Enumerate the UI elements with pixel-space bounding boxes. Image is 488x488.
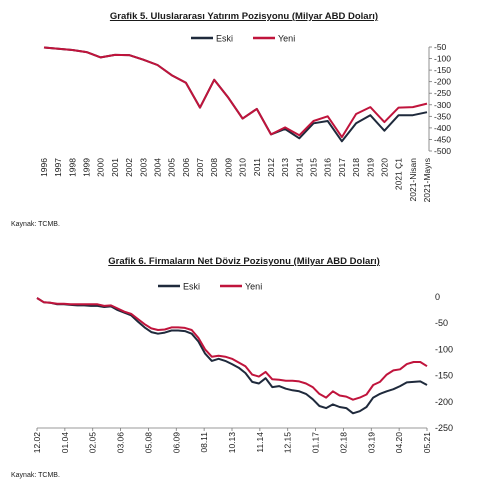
chart-6-legend-label-eski: Eski — [183, 282, 200, 292]
chart-6-series-eski — [36, 297, 428, 415]
chart-5-x-tick-label: 2013 — [280, 158, 290, 177]
chart-5-legend-label-eski: Eski — [216, 34, 233, 44]
chart-5-x-tick-label: 1998 — [67, 158, 77, 177]
chart-6-source: Kaynak: TCMB. — [11, 472, 60, 479]
chart-6-y-tick-label: 0 — [435, 292, 440, 302]
chart-5-x-tick-label: 2011 — [252, 158, 262, 177]
chart-5-x-tick-label: 2016 — [323, 158, 333, 177]
chart-6-x-tick-label: 02.05 — [88, 432, 98, 454]
chart-5-y-tick-label: -300 — [434, 100, 451, 110]
chart-6-x-tick-label: 03.06 — [116, 432, 126, 454]
chart-6-y-tick-label: -100 — [435, 344, 453, 354]
chart-5-x-tick-label: 2009 — [223, 158, 233, 177]
chart-5-x-tick-label: 1997 — [53, 158, 63, 177]
chart-6-x-tick-label: 12.15 — [283, 432, 293, 454]
chart-5-legend-label-yeni: Yeni — [278, 34, 295, 44]
chart-5-x-tick-label: 2002 — [124, 158, 134, 177]
chart-5-source: Kaynak: TCMB. — [11, 221, 60, 228]
chart-5-x-tick-label: 2005 — [167, 158, 177, 177]
chart-6-x-tick-label: 08.11 — [199, 432, 209, 453]
chart-5-x-tick-label: 2021 Ç1 — [394, 158, 404, 190]
chart-6-x-tick-label: 12.02 — [32, 432, 42, 454]
chart-5-x-tick-label: 2012 — [266, 158, 276, 177]
chart-6-x-tick-label: 04.20 — [394, 432, 404, 454]
chart-6-x-tick-label: 06.09 — [171, 432, 181, 454]
chart-5-y-tick-label: -200 — [434, 77, 451, 87]
chart-6-x-tick-label: 01.17 — [311, 432, 321, 454]
chart-6-x-tick-label: 05.08 — [143, 432, 153, 454]
chart-6-legend-label-yeni: Yeni — [245, 282, 262, 292]
chart-6-x-tick-label: 03.19 — [366, 432, 376, 454]
chart-6-x-tick-label: 11.14 — [255, 432, 265, 453]
chart-6-y-tick-label: -50 — [435, 318, 448, 328]
chart-5-x-tick-label: 2000 — [96, 158, 106, 177]
chart-5-x-tick-label: 2015 — [309, 158, 319, 177]
chart-5-title: Grafik 5. Uluslararası Yatırım Pozisyonu… — [109, 11, 379, 22]
chart-6-x-tick-label: 02.18 — [338, 432, 348, 454]
chart-5-plot: -50 -100-150 -200-250 -300-350 -400-450 -500 1… — [39, 34, 451, 203]
chart-6-series-yeni — [36, 297, 428, 401]
chart-5-x-tick-label: 2018 — [351, 158, 361, 177]
chart-5-x-tick-label: 2001 — [110, 158, 120, 177]
chart-5-x-tick-label: 2021-Nisan — [408, 158, 418, 202]
chart-5-x-tick-label: 2021-Mayıs — [422, 158, 432, 202]
chart-5-y-tick-label: -350 — [434, 111, 451, 121]
chart-6-title: Grafik 6. Firmaların Net Döviz Pozisyonu… — [108, 256, 380, 267]
chart-5-x-tick-label: 2004 — [152, 158, 162, 177]
chart-5-x-tick-label: 2017 — [337, 158, 347, 177]
chart-5-x-tick-label: 2010 — [238, 158, 248, 177]
chart-6-y-tick-label: -150 — [435, 371, 453, 381]
chart-6-x-tick-label: 10.13 — [227, 432, 237, 454]
chart-5-y-tick-label: -50 — [434, 42, 447, 52]
chart-5-x-tick-label: 2014 — [294, 158, 304, 177]
chart-5-x-tick-label: 2007 — [195, 158, 205, 177]
chart-5-y-tick-label: -150 — [434, 65, 451, 75]
chart-6-x-tick-label: 01.04 — [60, 432, 70, 454]
chart-5-x-tick-label: 1996 — [39, 158, 49, 177]
chart-5-series-yeni — [43, 46, 428, 139]
chart-5-y-tick-label: -250 — [434, 88, 451, 98]
chart-6-y-tick-label: -250 — [435, 423, 453, 433]
chart-6-y-tick-label: -200 — [435, 397, 453, 407]
chart-5-x-tick-label: 2008 — [209, 158, 219, 177]
chart-5-x-tick-label: 2019 — [365, 158, 375, 177]
chart-5-y-tick-label: -100 — [434, 54, 451, 64]
chart-6-x-tick-label: 05.21 — [422, 432, 432, 454]
chart-5-x-tick-label: 2003 — [138, 158, 148, 177]
chart-5-x-tick-label: 1999 — [82, 158, 92, 177]
chart-5-y-tick-label: -450 — [434, 134, 451, 144]
chart-5-y-tick-label: -400 — [434, 123, 451, 133]
chart-5-x-tick-label: 2020 — [379, 158, 389, 177]
chart-5-x-tick-label: 2006 — [181, 158, 191, 177]
chart-5-y-tick-label: -500 — [434, 146, 451, 156]
